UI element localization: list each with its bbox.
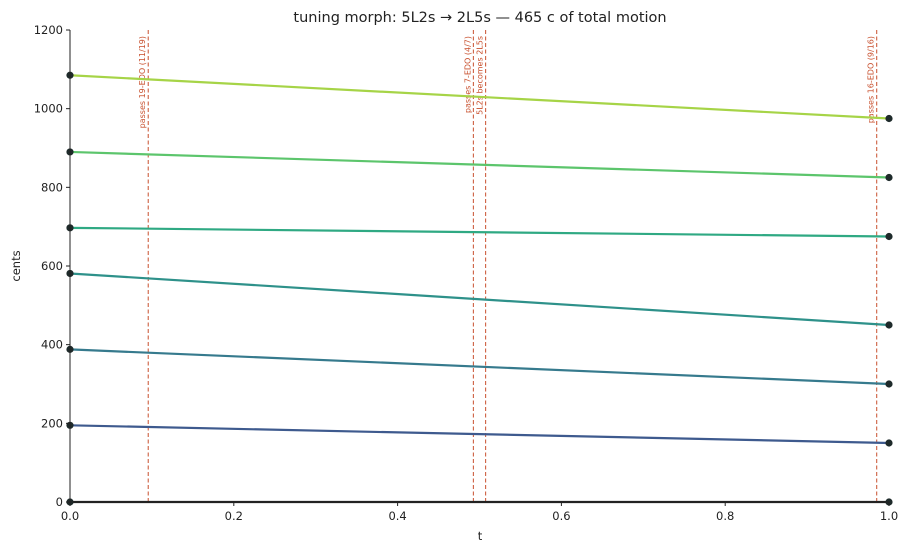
series-5-point-1 bbox=[885, 173, 893, 182]
x-tick-label-2: 0.4 bbox=[388, 509, 406, 523]
y-tick-label-3: 600 bbox=[41, 259, 63, 273]
y-tick-label-4: 800 bbox=[41, 180, 63, 194]
annotation-label-0: passes 19-EDO (11/19) bbox=[138, 36, 147, 128]
series-3-point-1 bbox=[885, 321, 893, 329]
series-line-6 bbox=[69, 74, 890, 120]
x-tick-label-1: 0.2 bbox=[225, 509, 243, 523]
y-tick-label-6: 1200 bbox=[34, 23, 63, 37]
series-4-point-1 bbox=[885, 232, 893, 241]
y-tick-label-1: 200 bbox=[41, 416, 63, 430]
series-1-point-1 bbox=[885, 439, 893, 447]
x-tick-label-4: 0.8 bbox=[716, 509, 734, 523]
chart-title: tuning morph: 5L2s → 2L5s — 465 c of tot… bbox=[293, 10, 666, 26]
plot-area: passes 19-EDO (11/19) passes 7-EDO (4/7) 5… bbox=[34, 23, 898, 523]
series-6-point-1 bbox=[885, 114, 893, 123]
x-tick-label-0: 0.0 bbox=[61, 509, 79, 523]
x-tick-label-3: 0.6 bbox=[552, 509, 570, 523]
annotation-label-1: passes 7-EDO (4/7) bbox=[463, 36, 472, 113]
y-tick-label-2: 400 bbox=[41, 338, 63, 352]
x-axis-label: t bbox=[478, 529, 483, 543]
series-line-2 bbox=[69, 348, 890, 386]
y-tick-label-0: 0 bbox=[56, 495, 63, 509]
annotation-label-2: 5L2s becomes 2L5s bbox=[476, 36, 485, 115]
series-line-5 bbox=[69, 150, 890, 179]
series-line-3 bbox=[69, 272, 890, 327]
y-tick-label-5: 1000 bbox=[34, 102, 63, 116]
series-line-4 bbox=[69, 226, 890, 238]
series-line-1 bbox=[69, 424, 890, 445]
series-2-point-1 bbox=[885, 380, 893, 388]
x-tick-label-5: 1.0 bbox=[880, 509, 898, 523]
y-axis-label: cents bbox=[9, 250, 23, 281]
annotation-label-3: passes 16-EDO (9/16) bbox=[867, 36, 876, 123]
